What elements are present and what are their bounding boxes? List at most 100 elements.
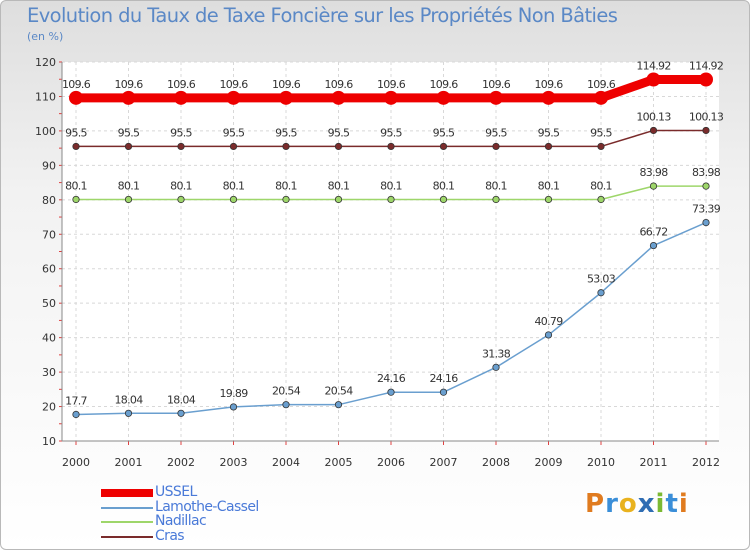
data-label: 95.5 xyxy=(485,126,507,139)
y-tick-label: 120 xyxy=(35,56,56,69)
data-label: 109.6 xyxy=(482,78,511,91)
data-label: 109.6 xyxy=(377,78,406,91)
data-label: 95.5 xyxy=(170,126,192,139)
data-point xyxy=(384,90,398,105)
data-point xyxy=(226,90,241,105)
data-label: 109.6 xyxy=(325,78,354,91)
data-point xyxy=(387,142,395,151)
data-label: 109.6 xyxy=(430,78,459,91)
data-point xyxy=(229,195,238,204)
data-label: 100.13 xyxy=(689,110,724,123)
data-point xyxy=(229,403,238,411)
data-label: 73.39 xyxy=(692,203,721,216)
data-label: 31.38 xyxy=(482,347,511,360)
data-label: 80.1 xyxy=(538,179,560,192)
data-point xyxy=(282,195,290,204)
legend-label: Lamothe-Cassel xyxy=(155,498,259,515)
data-label: 109.6 xyxy=(272,78,301,91)
data-label: 109.6 xyxy=(587,78,616,91)
data-point xyxy=(439,142,448,151)
data-label: 95.5 xyxy=(380,126,402,139)
y-tick-label: 90 xyxy=(42,159,56,172)
data-point xyxy=(541,90,556,105)
data-point xyxy=(124,195,133,204)
logo-letter: t xyxy=(665,489,679,519)
data-label: 19.89 xyxy=(220,387,249,400)
data-label: 66.72 xyxy=(640,226,668,239)
x-tick-label: 2001 xyxy=(115,456,143,469)
data-point xyxy=(649,241,658,250)
data-label: 109.6 xyxy=(115,78,144,91)
y-tick-label: 80 xyxy=(42,194,56,207)
data-point xyxy=(72,142,80,151)
legend-swatch xyxy=(101,535,153,538)
data-label: 80.1 xyxy=(223,179,245,192)
x-tick-label: 2005 xyxy=(325,456,353,469)
data-point xyxy=(702,182,710,190)
data-point xyxy=(544,142,553,151)
data-label: 83.98 xyxy=(640,166,669,179)
data-point xyxy=(646,72,661,87)
data-label: 24.16 xyxy=(430,372,459,385)
data-point xyxy=(387,195,395,204)
data-label: 95.5 xyxy=(65,126,87,139)
data-label: 95.5 xyxy=(223,126,245,139)
data-point xyxy=(699,72,713,87)
data-point xyxy=(702,126,710,135)
data-label: 114.92 xyxy=(636,60,670,73)
series-lamothe-cassel: 17.7 18.04 18.04 19.89 20.54 20.54 24.16 24.16 3… xyxy=(65,203,721,419)
data-label: 53.03 xyxy=(587,273,616,286)
data-point xyxy=(492,363,500,371)
data-point xyxy=(544,195,553,204)
y-tick-label: 100 xyxy=(35,125,56,138)
data-label: 95.5 xyxy=(275,126,297,139)
data-point xyxy=(279,90,293,105)
data-label: 80.1 xyxy=(170,179,192,192)
data-point xyxy=(436,90,451,105)
y-tick-label: 30 xyxy=(42,366,56,379)
data-label: 20.54 xyxy=(272,385,301,398)
data-point xyxy=(177,409,185,417)
data-label: 100.13 xyxy=(636,110,671,123)
x-tick-label: 2004 xyxy=(272,456,300,469)
data-point xyxy=(331,90,346,105)
data-point xyxy=(72,410,80,419)
series-nadillac: 80.1 80.1 80.1 80.1 80.1 80.1 80.1 80.1 80.1 80.1… xyxy=(65,166,721,204)
data-point xyxy=(334,142,343,151)
data-label: 80.1 xyxy=(328,179,350,192)
data-label: 95.5 xyxy=(328,126,350,139)
logo-letter: r xyxy=(605,489,619,519)
data-point xyxy=(334,401,343,409)
data-point xyxy=(72,195,80,204)
data-point xyxy=(177,142,185,151)
x-tick-label: 2009 xyxy=(535,456,563,469)
y-tick-label: 50 xyxy=(42,297,56,310)
data-label: 80.1 xyxy=(485,179,507,192)
x-tick-label: 2006 xyxy=(377,456,405,469)
data-label: 95.5 xyxy=(118,126,140,139)
legend-label: Cras xyxy=(155,527,185,544)
logo-letter: P xyxy=(585,489,606,519)
legend-label: Nadillac xyxy=(155,513,207,529)
y-tick-label: 110 xyxy=(35,90,56,103)
data-label: 109.6 xyxy=(220,78,249,91)
x-tick-label: 2011 xyxy=(640,456,668,469)
data-point xyxy=(177,195,185,204)
data-label: 80.1 xyxy=(380,179,402,192)
data-point xyxy=(597,195,605,204)
data-point xyxy=(702,218,710,227)
data-label: 83.98 xyxy=(692,166,721,179)
data-label: 17.7 xyxy=(65,394,87,407)
data-label: 40.79 xyxy=(535,315,564,328)
data-point xyxy=(649,126,658,135)
data-point xyxy=(69,90,83,105)
chart-title: Evolution du Taux de Taxe Foncière sur l… xyxy=(27,4,618,27)
data-label: 18.04 xyxy=(167,393,196,406)
plot-area xyxy=(62,62,719,441)
data-label: 80.1 xyxy=(118,179,140,192)
data-point xyxy=(649,182,658,190)
x-tick-label: 2003 xyxy=(220,456,248,469)
x-tick-label: 2008 xyxy=(482,456,510,469)
data-point xyxy=(121,90,136,105)
